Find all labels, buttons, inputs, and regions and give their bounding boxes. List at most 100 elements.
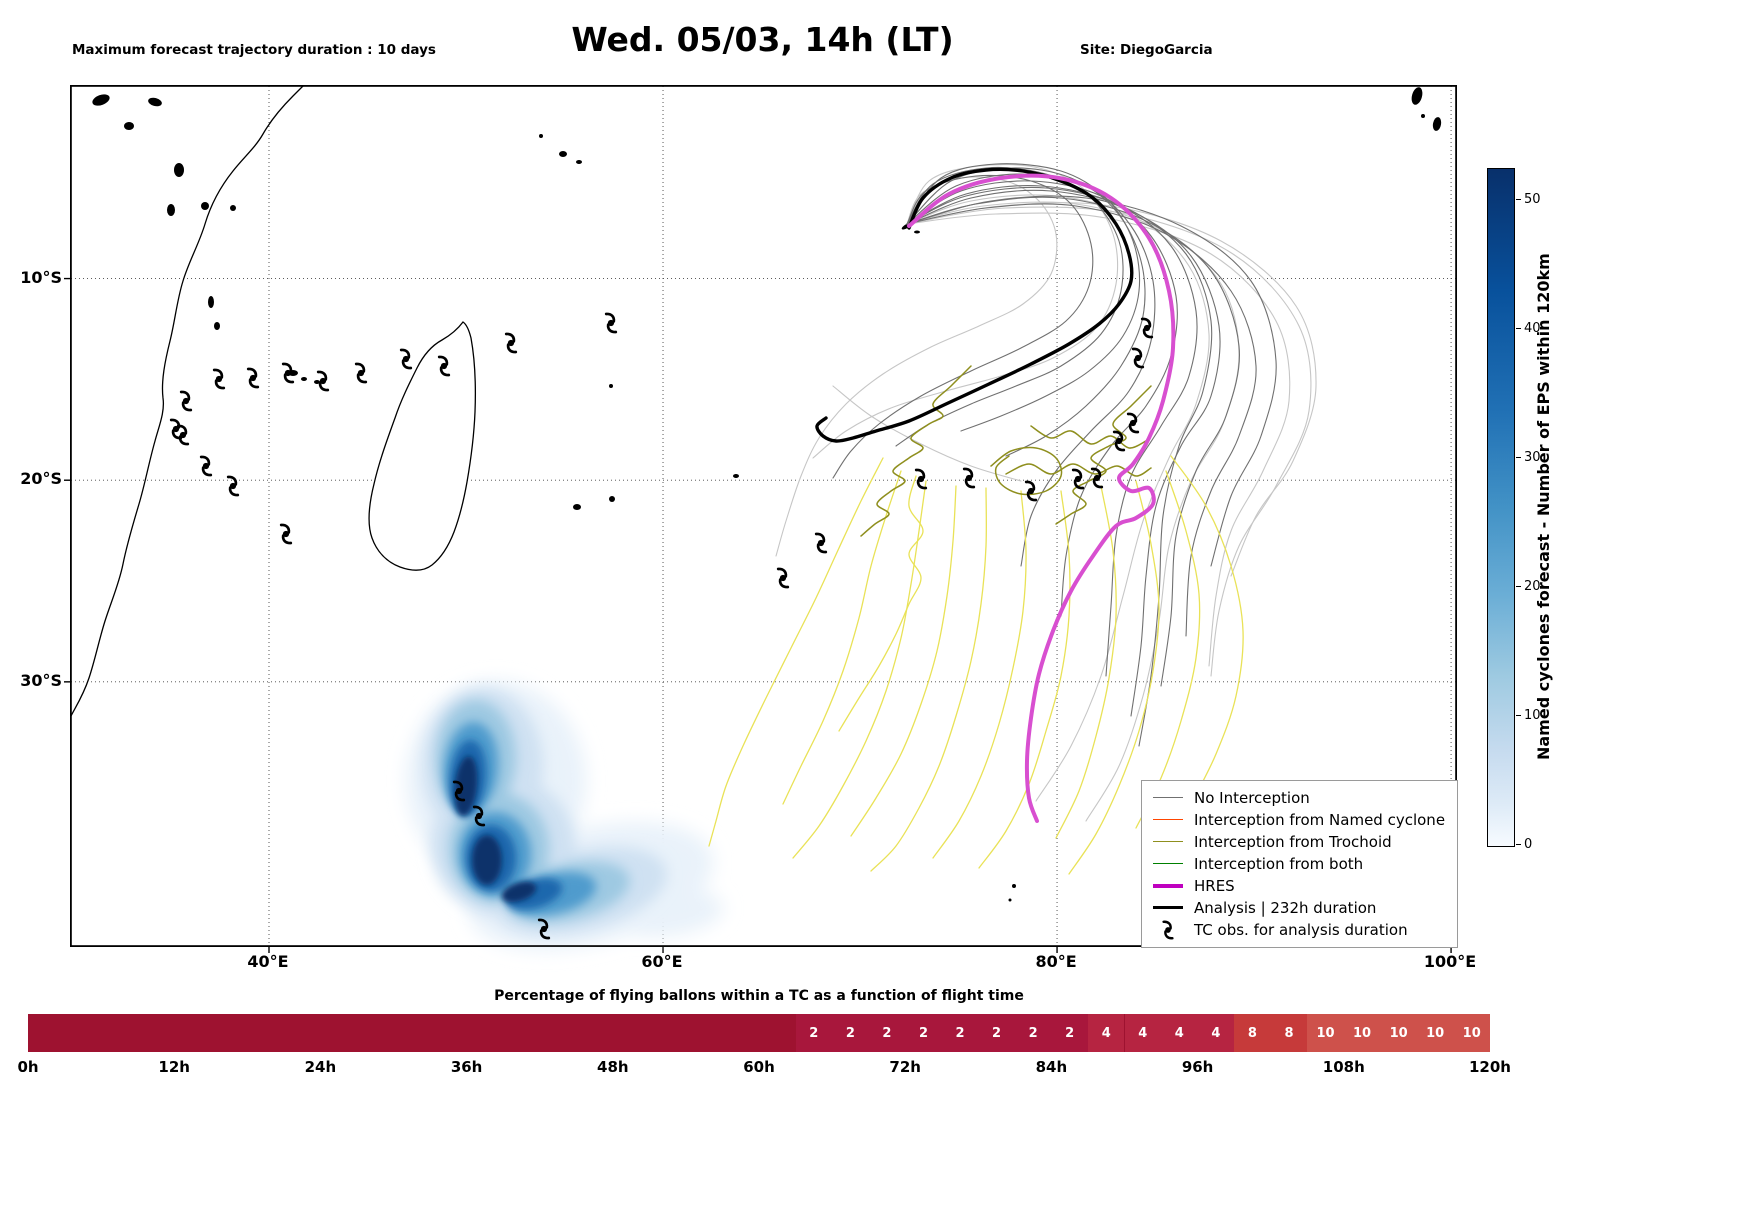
- segment-value: 2: [955, 1025, 965, 1041]
- trajectory-line: [1170, 455, 1244, 805]
- flight-bar-segment: 2: [905, 1014, 942, 1052]
- trajectory-line: [907, 173, 1176, 823]
- island: [201, 202, 209, 210]
- density-ellipse: [472, 835, 502, 885]
- x-tick-label: 40°E: [247, 952, 289, 971]
- y-tick-label: 30°S: [20, 670, 62, 690]
- legend-line-sample: [1152, 840, 1184, 843]
- island: [539, 134, 543, 138]
- trajectory-line: [906, 189, 1221, 717]
- legend-label: Interception from Named cyclone: [1194, 810, 1446, 829]
- island: [208, 296, 214, 308]
- island: [230, 205, 236, 211]
- island: [609, 384, 613, 388]
- flight-bar-segment: 2: [832, 1014, 869, 1052]
- trajectory-line: [1068, 480, 1160, 875]
- colorbar-tick-mark: [1516, 327, 1521, 330]
- trajectory-line: [906, 203, 1257, 637]
- trajectory-line: [838, 475, 924, 732]
- trajectory-line: [1005, 463, 1152, 477]
- island: [1008, 898, 1012, 902]
- tc-cyclone-icon: [504, 332, 518, 354]
- colorbar-tick-mark: [1516, 714, 1521, 717]
- island: [1432, 117, 1442, 131]
- island: [914, 230, 920, 234]
- legend-line-sample: [1152, 883, 1184, 888]
- legend-label: TC obs. for analysis duration: [1194, 920, 1408, 939]
- trajectory-group-interception-trochoid-faded: [708, 455, 1244, 875]
- trajectory-line: [870, 487, 988, 872]
- trajectory-line: [708, 457, 884, 847]
- tc-cyclone-icon: [1162, 920, 1174, 939]
- island: [214, 322, 220, 330]
- flight-bar-segment: 2: [1051, 1014, 1088, 1052]
- legend-row: TC obs. for analysis duration: [1152, 920, 1445, 939]
- x-tick-label: 80°E: [1035, 952, 1077, 971]
- trajectory-line: [782, 470, 902, 805]
- flight-bar-title: Percentage of flying ballons within a TC…: [494, 988, 1024, 1004]
- legend-label: HRES: [1194, 876, 1235, 895]
- colorbar-tick: 30: [1516, 451, 1541, 465]
- tc-cyclone-icon: [1152, 920, 1184, 940]
- trajectory-line: [906, 194, 1210, 802]
- time-tick-label: 0h: [17, 1058, 39, 1076]
- segment-value: 4: [1174, 1025, 1184, 1041]
- legend-row: No Interception: [1152, 788, 1445, 807]
- tc-cyclone-icon: [1126, 412, 1140, 434]
- trajectory-line: [906, 195, 1277, 567]
- africa-coastline: [70, 85, 304, 717]
- trajectory-line: [1055, 385, 1152, 525]
- legend-label: Interception from both: [1194, 854, 1364, 873]
- trajectory-line: [978, 490, 1071, 869]
- flight-bar-segment: 2: [978, 1014, 1015, 1052]
- trajectory-line: [775, 176, 1058, 557]
- tc-cyclone-icon: [1140, 317, 1154, 339]
- colorbar-tick-mark: [1516, 843, 1521, 846]
- tc-cyclone-icon: [914, 468, 928, 490]
- legend-label: No Interception: [1194, 788, 1310, 807]
- legend-label: Interception from Trochoid: [1194, 832, 1392, 851]
- legend-line: [1153, 905, 1183, 910]
- island: [559, 151, 567, 157]
- flight-time-axis: 0h 12h 24h 36h 48h 60h 72h 84h 96h 108h 120h: [17, 1058, 1511, 1080]
- flight-bar-segment: 2: [795, 1014, 833, 1052]
- tc-cyclone-icon: [316, 370, 330, 392]
- trajectory-line: [815, 167, 1134, 443]
- island: [174, 163, 184, 177]
- segment-value: 2: [1028, 1025, 1038, 1041]
- tc-cyclone-icon: [199, 455, 213, 477]
- legend-line-sample: [1152, 796, 1184, 799]
- tc-cyclone-icon: [604, 312, 618, 334]
- trajectory-line: [1135, 470, 1201, 829]
- island: [1012, 884, 1016, 888]
- x-tick-label: 100°E: [1423, 952, 1477, 971]
- segment-value: 10: [1389, 1025, 1408, 1041]
- segment-value: 10: [1462, 1025, 1481, 1041]
- legend-line-sample: [1152, 818, 1184, 821]
- trajectory-line: [1055, 485, 1117, 839]
- meta-line: Site: DiegoGarcia: [1080, 42, 1213, 58]
- colorbar-tick-label: 30: [1524, 450, 1541, 466]
- trajectory-line: [895, 166, 1124, 447]
- tc-cyclone-icon: [226, 475, 240, 497]
- island: [576, 160, 582, 164]
- flight-bar-segment: 4: [1087, 1014, 1125, 1052]
- flight-bar-segment: 10: [1453, 1014, 1490, 1052]
- island: [167, 204, 175, 216]
- segment-value: 10: [1316, 1025, 1335, 1041]
- segment-value: 10: [1426, 1025, 1445, 1041]
- trajectory-group-analysis: [815, 167, 1134, 443]
- legend-row: Interception from both: [1152, 854, 1445, 873]
- trajectory-line: [906, 201, 1240, 822]
- flight-bar-segment: 10: [1343, 1014, 1381, 1052]
- tc-cyclone-icon: [176, 424, 190, 446]
- flight-bar-segment: 2: [868, 1014, 906, 1052]
- density-ellipse: [501, 881, 537, 903]
- tc-cyclone-icon: [1131, 347, 1145, 369]
- trajectory-line: [906, 212, 1291, 667]
- trajectory-line: [932, 490, 1027, 859]
- flight-bar-segment: 10: [1416, 1014, 1454, 1052]
- tc-cyclone-icon: [1024, 480, 1038, 502]
- colorbar-label: Named cyclones forecast - Number of EPS …: [1534, 253, 1553, 760]
- colorbar-tick: 20: [1516, 580, 1541, 594]
